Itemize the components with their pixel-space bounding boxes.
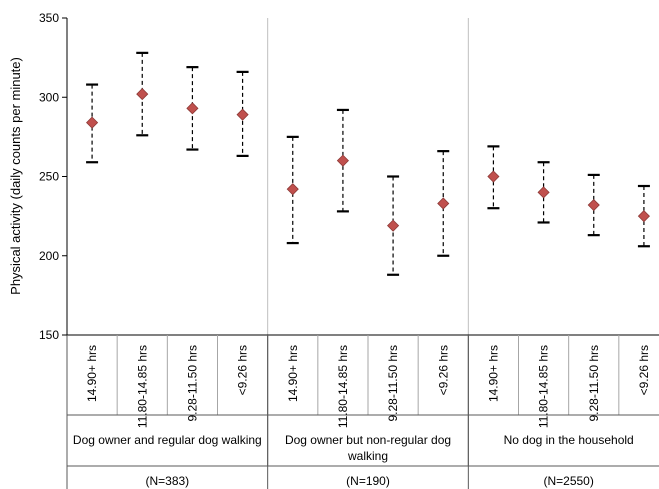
x-axis-categories: 14.90+ hrs 11.80-14.85 hrs 9.28-11.50 hrs <…: [73, 345, 651, 488]
y-axis-label: Physical activity (daily counts per minu…: [8, 57, 23, 295]
group-n-label: (N=2550): [543, 474, 593, 488]
group-n-label: (N=190): [346, 474, 390, 488]
group-label: Dog owner and regular dog walking: [73, 433, 262, 447]
x-category-label: 9.28-11.50 hrs: [386, 345, 400, 422]
x-category-label: 9.28-11.50 hrs: [185, 345, 199, 422]
y-tick-label: 350: [39, 11, 59, 25]
data-point: [487, 170, 500, 183]
x-category-label: 14.90+ hrs: [486, 345, 500, 402]
group-label: No dog in the household: [504, 433, 634, 447]
x-category-label: <9.26 hrs: [637, 345, 651, 395]
x-category-label: 14.90+ hrs: [85, 345, 99, 402]
data-point: [587, 198, 600, 212]
data-point: [86, 116, 99, 129]
data-point: [236, 108, 249, 121]
y-tick-label: 200: [39, 249, 59, 263]
axes: [66, 18, 659, 489]
data-series: [86, 51, 650, 276]
x-category-label: 11.80-14.85 hrs: [135, 345, 149, 428]
x-category-label: 14.90+ hrs: [286, 345, 300, 402]
data-point: [336, 154, 349, 167]
x-category-label: 9.28-11.50 hrs: [587, 345, 601, 422]
data-point: [637, 210, 650, 223]
x-category-label: <9.26 hrs: [436, 345, 450, 395]
group-n-label: (N=383): [145, 474, 189, 488]
y-tick-label: 250: [39, 170, 59, 184]
data-point: [186, 102, 199, 115]
data-point: [387, 219, 400, 232]
x-category-label: <9.26 hrs: [236, 345, 250, 395]
x-category-label: 11.80-14.85 hrs: [537, 345, 551, 428]
group-label: Dog owner but non-regular dog walking: [285, 433, 451, 463]
group-dividers: [267, 18, 469, 335]
y-tick-label: 300: [39, 90, 59, 104]
data-point: [286, 183, 299, 196]
data-point: [136, 88, 149, 101]
x-category-label: 11.80-14.85 hrs: [336, 345, 350, 428]
data-point: [437, 197, 450, 210]
y-axis-ticks: 150 200 250 300 350: [39, 11, 67, 342]
data-point: [537, 186, 550, 199]
y-tick-label: 150: [39, 328, 59, 342]
